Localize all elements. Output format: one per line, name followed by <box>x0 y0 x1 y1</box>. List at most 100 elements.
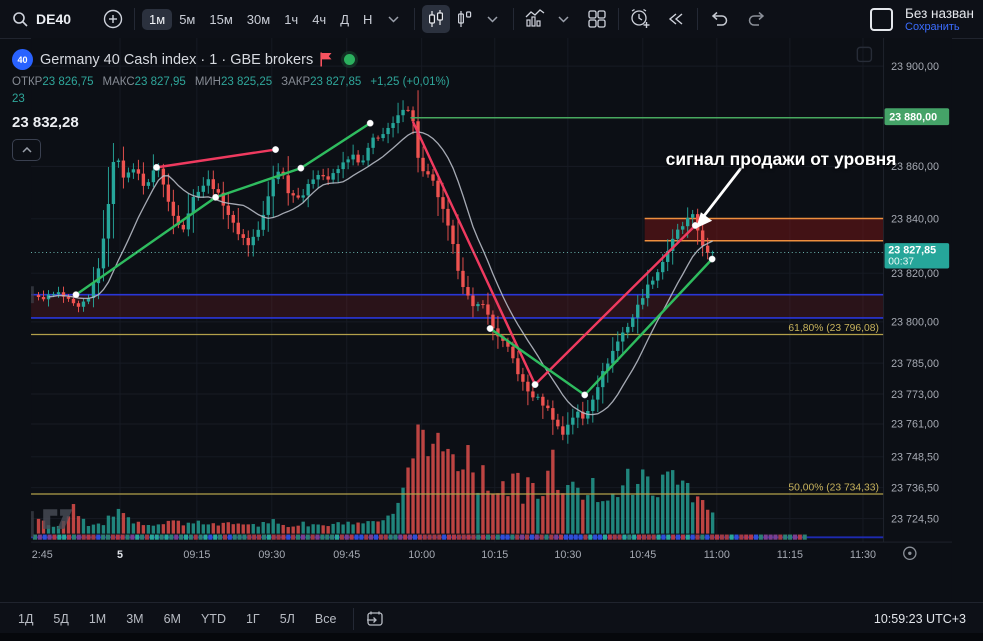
current-price-badge: 23 827,85 <box>888 244 936 256</box>
price-tick: 23 840,00 <box>891 214 939 226</box>
clock-block[interactable]: 10:59:23 UTC+3 <box>874 612 966 626</box>
chart-area: 61,80% (23 796,08) 50,00% (23 734,33) 23 9… <box>0 38 983 602</box>
bar-replay-icon[interactable] <box>662 5 690 33</box>
symbol-logo: 40 <box>12 49 33 70</box>
indicators-icon[interactable] <box>521 5 549 33</box>
candles-layer <box>36 90 715 444</box>
annotation-arrow[interactable] <box>696 167 742 229</box>
supply-zone[interactable] <box>644 217 884 242</box>
indicators-chevron-icon[interactable] <box>549 5 577 33</box>
timeframes-chevron-icon[interactable] <box>379 5 407 33</box>
layout-title[interactable]: Без назван <box>905 5 974 21</box>
price-tick: 23 724,50 <box>891 513 939 525</box>
zigzag-lines[interactable] <box>72 119 716 399</box>
range-button-1Г[interactable]: 1Г <box>245 611 260 626</box>
zigzag-pivot-dot[interactable] <box>486 325 494 332</box>
range-button-1М[interactable]: 1М <box>88 611 107 626</box>
top-toolbar: DE40 1м 5м 15м 30м 1ч 4ч Д Н <box>0 0 983 39</box>
zigzag-pivot-dot[interactable] <box>297 164 305 172</box>
volume-bars-layer <box>36 424 715 534</box>
tf-button-Д[interactable]: Д <box>340 11 350 27</box>
legend-title[interactable]: Germany 40 Cash index · 1 · GBE brokers <box>40 51 314 68</box>
time-axis[interactable]: 2:45 5 09:15 09:30 09:45 10:00 10:15 10:30 10:45… <box>32 549 876 561</box>
change-value: +1,25 (+0,01%) <box>370 76 450 88</box>
undo-icon[interactable] <box>705 5 733 33</box>
layout-block: Без назван Сохранить <box>870 6 983 33</box>
price-tick: 23 785,00 <box>891 358 939 370</box>
time-tick: 10:00 <box>408 549 435 561</box>
tf-button-4ч[interactable]: 4ч <box>312 11 327 27</box>
zigzag-pivot-dot[interactable] <box>212 193 220 201</box>
zigzag-pivot-dot[interactable] <box>366 119 374 127</box>
chart-style-chevron-icon[interactable] <box>478 5 506 33</box>
price-tick: 23 761,00 <box>891 419 939 431</box>
symbol-name[interactable]: DE40 <box>36 11 72 27</box>
divider <box>414 8 416 30</box>
zigzag-pivot-dot[interactable] <box>531 381 539 389</box>
tf-button-1м[interactable]: 1м <box>142 8 173 30</box>
tf-button-1ч[interactable]: 1ч <box>284 11 299 27</box>
clock-time: 10:59:23 <box>873 611 923 626</box>
range-button-3М[interactable]: 3М <box>126 611 144 626</box>
range-button-Все[interactable]: Все <box>314 611 337 626</box>
level-price-badge: 23 880,00 <box>889 111 937 123</box>
divider <box>618 8 620 30</box>
candle-countdown: 00:37 <box>888 257 914 268</box>
divider <box>353 607 355 630</box>
chart-style-candles-icon[interactable] <box>422 5 451 33</box>
volume-value: 23 <box>12 93 25 105</box>
demand-zone[interactable] <box>31 293 884 319</box>
market-status-icon[interactable] <box>344 54 356 65</box>
timeframe-group: 1м 5м 15м 30м 1ч 4ч Д Н <box>142 8 379 30</box>
moving-average-line[interactable] <box>48 131 713 416</box>
tradingview-watermark <box>43 509 73 529</box>
price-chart-canvas[interactable]: 61,80% (23 796,08) 50,00% (23 734,33) 23 9… <box>0 38 983 602</box>
axis-settings-icon[interactable] <box>903 546 917 561</box>
high-label: МАКС <box>102 76 135 88</box>
sell-signal-annotation[interactable]: сигнал продажи от уровня <box>665 149 897 169</box>
redo-icon[interactable] <box>743 5 771 33</box>
range-button-1Д[interactable]: 1Д <box>18 611 34 626</box>
tf-button-5м[interactable]: 5м <box>179 11 196 27</box>
goto-date-icon[interactable] <box>361 605 389 633</box>
tf-button-Н[interactable]: Н <box>363 11 373 27</box>
compare-add-icon[interactable] <box>99 5 127 33</box>
flag-icon[interactable] <box>320 52 333 67</box>
divider <box>697 8 699 30</box>
price-tick: 23 736,50 <box>891 482 939 494</box>
edge-marker <box>31 511 34 538</box>
tf-button-15м[interactable]: 15м <box>209 11 233 27</box>
time-tick: 5 <box>117 549 123 561</box>
chart-style-hollow-icon[interactable] <box>450 5 478 33</box>
price-tick: 23 820,00 <box>891 268 939 280</box>
high-value: 23 827,95 <box>134 76 186 88</box>
zigzag-pivot-dot[interactable] <box>72 291 80 299</box>
bottom-toolbar: 1Д 5Д 1М 3М 6М YTD 1Г 5Л Все 10:59:23 UTC+3 <box>0 602 983 634</box>
tf-button-30м[interactable]: 30м <box>246 11 271 27</box>
range-button-5Д[interactable]: 5Д <box>53 611 69 626</box>
price-tick: 23 900,00 <box>891 61 939 73</box>
ohlc-row: ОТКР23 826,75 МАКС23 827,95 МИН23 825,25… <box>12 76 450 88</box>
legend-collapse-button[interactable] <box>12 139 41 161</box>
divider <box>513 8 515 30</box>
alert-add-icon[interactable] <box>626 5 654 33</box>
window-bottom-strip <box>0 633 983 641</box>
layout-checkbox[interactable] <box>870 7 893 31</box>
zigzag-pivot-dot[interactable] <box>272 146 279 153</box>
range-button-6М[interactable]: 6М <box>163 611 181 626</box>
pane-maximize-icon[interactable] <box>856 46 873 63</box>
zigzag-pivot-dot[interactable] <box>153 163 160 171</box>
time-tick: 10:15 <box>481 549 508 561</box>
range-button-YTD[interactable]: YTD <box>200 611 226 626</box>
symbol-search-icon[interactable] <box>6 5 34 33</box>
fib-retracement[interactable]: 61,80% (23 796,08) 50,00% (23 734,33) <box>31 323 884 495</box>
price-axis[interactable]: 23 900,00 23 860,00 23 840,00 23 820,00 23 8… <box>884 61 950 526</box>
session-strip <box>31 534 884 540</box>
layout-grid-icon[interactable] <box>583 5 611 33</box>
range-button-5Л[interactable]: 5Л <box>279 611 295 626</box>
zigzag-pivot-dot[interactable] <box>581 391 589 399</box>
save-layout-link[interactable]: Сохранить <box>905 20 960 33</box>
time-tick: 09:45 <box>333 549 360 561</box>
zigzag-pivot-dot[interactable] <box>708 255 716 263</box>
